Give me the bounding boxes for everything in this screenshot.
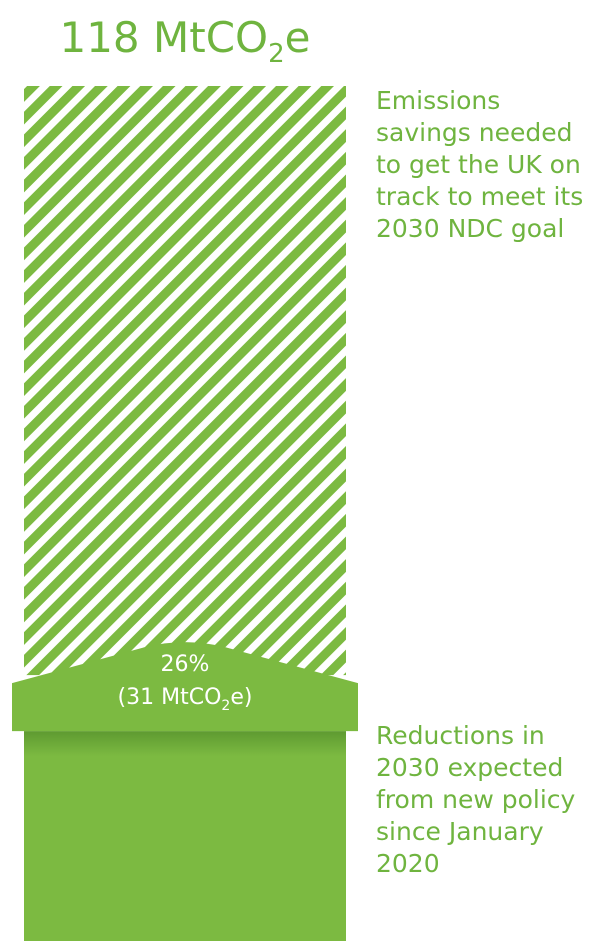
caption-line: Emissions — [376, 86, 501, 115]
title-unit: MtCO — [153, 13, 268, 62]
share-value-label: (31 MtCO2e) — [118, 685, 253, 714]
caption-line: 2020 — [376, 849, 440, 878]
caption-line: Reductions in — [376, 721, 545, 750]
title-unit-tail: e — [285, 13, 311, 62]
title-unit-subscript: 2 — [268, 39, 285, 69]
caption-line: 2030 NDC goal — [376, 214, 565, 243]
caption-line: to get the UK on — [376, 150, 581, 179]
share-value-close: e) — [230, 685, 252, 710]
caption-line: since January — [376, 817, 544, 846]
share-label-band — [12, 642, 358, 732]
share-value-open: (31 MtCO — [118, 685, 222, 710]
title-value: 118 — [59, 13, 139, 62]
chart-title: 118 MtCO2e — [59, 13, 310, 69]
bar-needed-savings — [24, 86, 346, 676]
caption-line: track to meet its — [376, 182, 584, 211]
needed-savings-caption: Emissions savings needed to get the UK o… — [376, 85, 612, 245]
bar-group — [12, 86, 358, 941]
caption-line: 2030 expected — [376, 753, 564, 782]
policy-reductions-caption: Reductions in 2030 expected from new pol… — [376, 720, 612, 880]
caption-line: savings needed — [376, 118, 573, 147]
share-percent-label: 26% — [161, 652, 210, 677]
share-value-subscript: 2 — [221, 698, 230, 714]
bar-policy-reductions — [24, 731, 346, 941]
caption-line: from new policy — [376, 785, 576, 814]
